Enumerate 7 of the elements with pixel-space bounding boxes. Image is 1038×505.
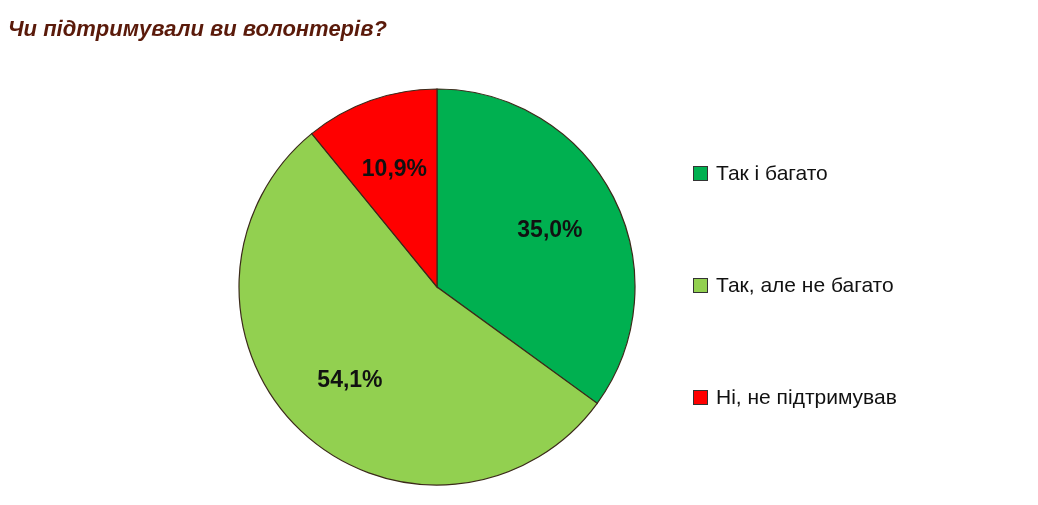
- data-label: 54,1%: [317, 366, 383, 393]
- legend-label: Ні, не підтримував: [716, 385, 897, 409]
- legend-label: Так і багато: [716, 161, 828, 185]
- legend-label: Так, але не багато: [716, 273, 894, 297]
- chart-title: Чи підтримували ви волонтерів?: [8, 16, 387, 42]
- data-label: 10,9%: [361, 154, 428, 181]
- data-label: 35,0%: [517, 216, 583, 243]
